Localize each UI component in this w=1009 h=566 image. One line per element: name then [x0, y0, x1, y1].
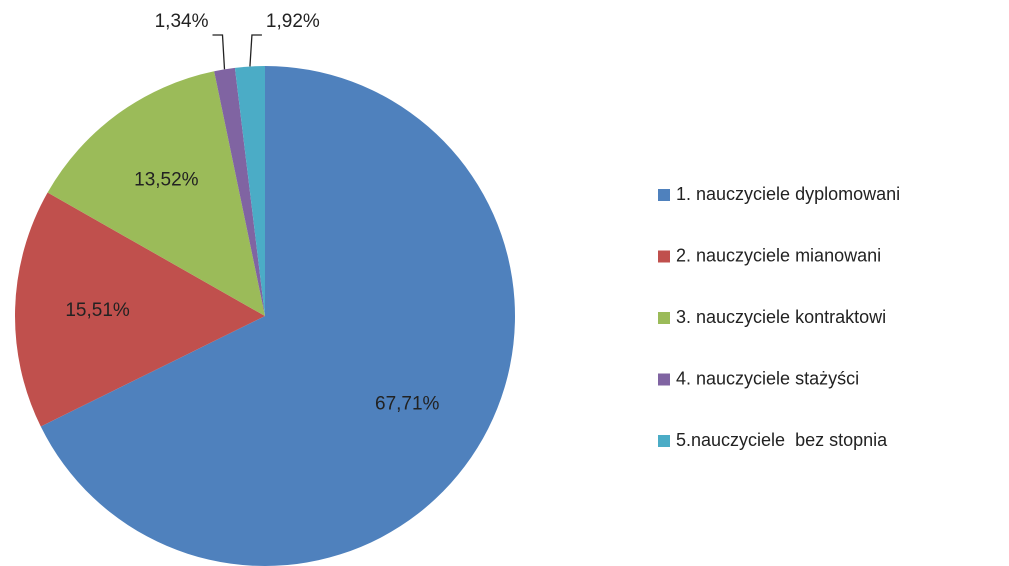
data-label: 1,34%	[155, 11, 209, 32]
legend-swatch	[658, 189, 670, 201]
pie-slice	[234, 66, 265, 316]
legend-swatch	[658, 435, 670, 447]
legend-swatch	[658, 250, 670, 263]
pie-slice	[47, 71, 266, 316]
legend-label: 5.nauczyciele bez stopnia	[676, 430, 888, 450]
pie-slice	[214, 67, 265, 317]
legend-swatch	[658, 373, 670, 386]
pie-slice	[40, 66, 516, 566]
data-label: 15,51%	[65, 300, 130, 321]
pie-slice	[15, 192, 266, 427]
legend-label: 3. nauczyciele kontraktowi	[676, 307, 886, 327]
legend-swatch	[658, 312, 670, 324]
data-label: 67,71%	[375, 393, 440, 414]
legend-label: 1. nauczyciele dyplomowani	[676, 184, 900, 204]
legend-label: 4. nauczyciele stażyści	[676, 368, 859, 388]
leader-line	[249, 34, 262, 67]
leader-line	[212, 34, 226, 70]
data-label: 13,52%	[134, 170, 199, 191]
legend-label: 2. nauczyciele mianowani	[676, 245, 881, 265]
data-label: 1,92%	[266, 11, 320, 32]
